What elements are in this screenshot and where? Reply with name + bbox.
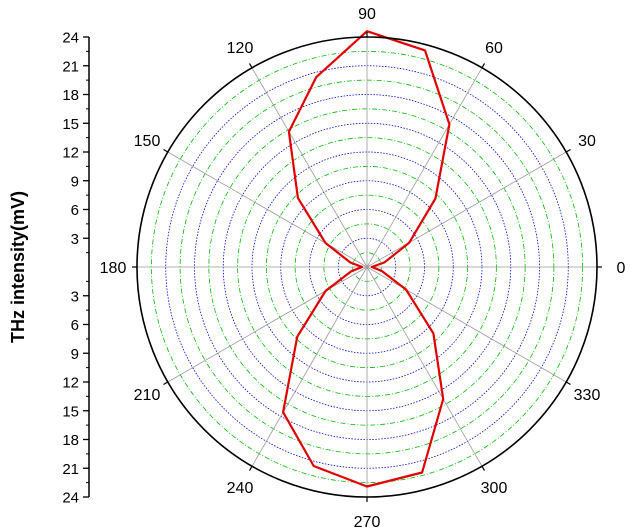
angle-tick-label: 270 [354, 514, 381, 531]
angle-tick-label: 0 [617, 260, 626, 277]
radial-tick-label: 6 [71, 317, 79, 334]
angle-tick-label: 120 [227, 40, 254, 57]
radial-tick-label: 3 [71, 288, 79, 305]
angle-tick-label: 150 [134, 133, 161, 150]
angle-tick-label: 180 [100, 260, 127, 277]
radial-tick-label: 21 [62, 461, 79, 478]
angle-tick-mark [163, 148, 169, 153]
angle-spoke [366, 67, 483, 268]
radial-tick-label: 9 [71, 173, 79, 190]
radial-tick-label: 12 [62, 145, 79, 162]
angle-spoke [167, 151, 368, 268]
radial-tick-label: 15 [62, 403, 79, 420]
angle-spoke [167, 266, 368, 383]
radial-tick-label: 24 [62, 490, 79, 507]
angle-tick-labels: 0 30 60 90 120 150 180 210 240 270 300 330 [100, 6, 626, 531]
radial-tick-label: 12 [62, 375, 79, 392]
angle-tick-label: 330 [574, 387, 601, 404]
radial-tick-label: 3 [71, 231, 79, 248]
polar-grid [137, 37, 597, 497]
polar-frame [132, 32, 602, 502]
radial-tick-label: 24 [62, 30, 79, 47]
radial-tick-label: 9 [71, 346, 79, 363]
y-axis-title: THz intensity(mV) [8, 191, 28, 343]
angle-tick-mark [565, 148, 571, 153]
angle-spoke [366, 266, 483, 467]
radial-tick-label: 6 [71, 202, 79, 219]
angle-spoke [251, 266, 368, 467]
angle-tick-mark [481, 63, 486, 69]
angle-tick-label: 240 [227, 480, 254, 497]
angle-spoke [366, 151, 567, 268]
angle-spoke [366, 266, 567, 383]
series-line [282, 30, 451, 488]
radial-tick-label: 15 [62, 116, 79, 133]
angle-tick-mark [248, 465, 253, 471]
angle-tick-mark [163, 381, 169, 386]
angle-tick-mark [481, 465, 486, 471]
angle-tick-label: 300 [481, 480, 508, 497]
angle-spoke [251, 67, 368, 268]
radial-tick-label: 21 [62, 58, 79, 75]
radial-axis: 3 3 6 6 9 9 12 12 15 15 18 18 21 21 24 24 [62, 30, 90, 507]
angle-tick-label: 30 [578, 133, 596, 150]
series-layer [282, 30, 451, 488]
angle-tick-label: 210 [134, 387, 161, 404]
angle-tick-mark [565, 381, 571, 386]
radial-tick-label: 18 [62, 432, 79, 449]
angle-tick-mark [248, 63, 253, 69]
angle-tick-label: 60 [485, 40, 503, 57]
radial-tick-label: 18 [62, 87, 79, 104]
angle-tick-label: 90 [358, 6, 376, 23]
